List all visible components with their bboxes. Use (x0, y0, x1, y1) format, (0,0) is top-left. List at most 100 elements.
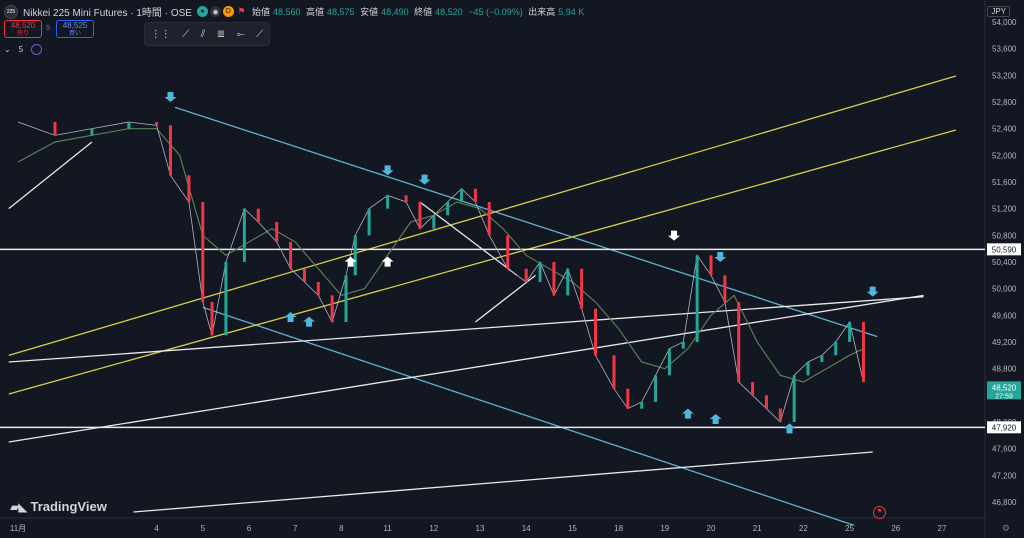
upper-cyan-trend-line (174, 106, 878, 338)
y-tick-label: 50,000 (992, 285, 1017, 294)
white-short-line-left (8, 141, 93, 210)
price-candle (155, 122, 159, 126)
y-tick-label: 54,000 (992, 18, 1017, 27)
indicator-settings-icon[interactable] (31, 44, 43, 55)
price-candle (432, 215, 436, 229)
price-candle (654, 375, 658, 402)
trend-line-icon[interactable]: ⟋ (182, 28, 190, 40)
close-label: 終値 (414, 7, 433, 17)
price-candle (709, 255, 713, 276)
x-tick-label: 11 (383, 524, 392, 533)
countdown-label: 27:59 (995, 393, 1013, 400)
d-badge-label: D (225, 8, 231, 15)
symbol-title[interactable]: Nikkei 225 Mini Futures · 1時間 · OSE (23, 8, 192, 19)
buy-price: 48,525 (62, 21, 88, 30)
x-tick-label: 15 (568, 524, 577, 533)
y-tick-label: 51,200 (992, 205, 1017, 214)
price-candle (386, 195, 390, 209)
white-bottom-trend-line (133, 451, 873, 513)
buy-button[interactable]: 48,525 買い (56, 20, 94, 38)
x-tick-label: 6 (247, 524, 252, 533)
parallel-channel-icon[interactable]: ⫽ (200, 28, 206, 40)
ohlc-values: 始値 48,560 高値 48,575 安値 48,490 終値 48,520 −45 … (252, 5, 587, 18)
volume-value: 5.94 K (558, 7, 585, 17)
price-candle (210, 302, 214, 336)
y-tick-label: 53,200 (992, 71, 1017, 80)
d-badge-icon[interactable]: D (222, 6, 234, 17)
tradingview-mark-icon: ▰◣ (10, 499, 27, 514)
price-candle (848, 322, 852, 342)
x-tick-label: 11月 (10, 524, 26, 533)
x-tick-label: 25 (845, 524, 854, 533)
ray-icon[interactable]: ⟜ (236, 28, 245, 40)
x-tick-label: 7 (293, 524, 298, 533)
price-candle (302, 268, 306, 282)
tradingview-logo: ▰◣ TradingView (10, 499, 107, 514)
up-arrow-icon (303, 316, 316, 327)
price-candle (834, 342, 838, 356)
symbol-badge: 225 (6, 8, 16, 15)
replay-flag-icon[interactable]: ⚑ (873, 506, 886, 519)
y-tick-label: 47,600 (992, 445, 1017, 454)
level-price-label: 50,590 (992, 245, 1017, 254)
price-candle (446, 202, 450, 216)
price-candle (806, 362, 810, 376)
flag-icon[interactable]: ⚑ (237, 6, 246, 16)
x-tick-label: 20 (707, 524, 716, 533)
chevron-down-icon[interactable]: ⌄ (4, 45, 11, 54)
x-tick-label: 8 (339, 524, 344, 533)
price-candle (187, 175, 191, 202)
price-candle (681, 342, 685, 349)
eye-icon[interactable]: ◉ (209, 6, 221, 17)
low-label: 安値 (360, 7, 379, 17)
sell-button[interactable]: 48,520 売り (4, 20, 42, 38)
close-value: 48,520 (435, 7, 463, 17)
price-candle (695, 255, 699, 342)
symbol-logo-icon[interactable]: 225 (4, 4, 18, 19)
currency-label[interactable]: JPY (987, 6, 1010, 17)
price-candle (316, 282, 320, 296)
price-candle (861, 322, 865, 382)
up-arrow-icon (381, 256, 394, 267)
drawing-toolbar: ⋮⋮ ⟋ ⫽ ≣ ⟜ ⟋ (144, 22, 270, 46)
open-label: 始値 (251, 7, 270, 17)
y-tick-label: 51,600 (992, 178, 1017, 187)
x-tick-label: 14 (522, 524, 531, 533)
y-tick-label: 52,400 (992, 125, 1017, 134)
lower-cyan-trend-line (202, 306, 855, 526)
high-value: 48,575 (327, 7, 355, 17)
down-arrow-icon (714, 252, 727, 262)
x-tick-label: 21 (753, 524, 762, 533)
drag-handle-icon[interactable]: ⋮⋮ (150, 28, 171, 40)
sell-price: 48,520 (10, 21, 36, 30)
y-tick-label: 50,800 (992, 231, 1017, 240)
price-candle (820, 355, 824, 362)
price-candle (404, 195, 408, 202)
multi-line-icon[interactable]: ≣ (216, 28, 226, 40)
down-arrow-icon (866, 286, 879, 297)
price-candle (566, 268, 570, 296)
price-candle (594, 308, 597, 356)
upper-yellow-trend-line (8, 75, 957, 356)
level-price-label: 47,920 (992, 423, 1017, 432)
y-tick-label: 52,000 (992, 151, 1017, 160)
price-candle (256, 208, 260, 222)
price-candle (737, 302, 741, 382)
low-value: 48,490 (381, 7, 409, 17)
price-candle (552, 262, 556, 296)
price-candle (168, 125, 172, 176)
level-price-tag (987, 421, 1021, 434)
y-tick-label: 50,400 (992, 258, 1017, 267)
settings-gear-icon[interactable]: ⚙ (1001, 523, 1010, 533)
green-circle-icon[interactable]: ● (196, 6, 208, 17)
y-tick-label: 53,600 (992, 45, 1017, 54)
price-candle (353, 235, 357, 276)
extended-line-icon[interactable]: ⟋ (256, 28, 264, 40)
price-candle (487, 202, 491, 236)
white-rising-trend-line (8, 294, 924, 443)
last-price-tag (987, 381, 1021, 400)
price-line (17, 121, 864, 423)
x-tick-label: 27 (938, 524, 947, 533)
